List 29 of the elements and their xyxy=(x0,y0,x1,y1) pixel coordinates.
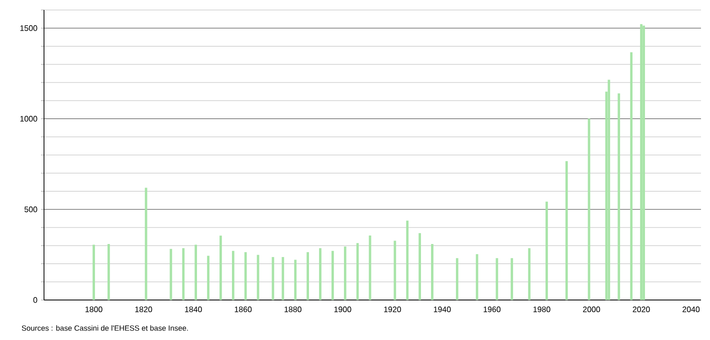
bar xyxy=(431,244,434,300)
bar xyxy=(630,52,633,300)
bar xyxy=(456,258,458,300)
bar xyxy=(220,236,222,300)
bar xyxy=(244,252,247,300)
bar xyxy=(344,246,346,300)
bar xyxy=(92,244,95,300)
bar xyxy=(108,244,110,300)
bar xyxy=(394,240,396,300)
bar xyxy=(528,248,530,300)
bar xyxy=(319,248,322,300)
bar xyxy=(618,93,620,300)
bar xyxy=(640,24,642,300)
bar xyxy=(194,244,197,300)
bar xyxy=(170,248,172,300)
bar xyxy=(356,243,359,300)
bar xyxy=(546,202,548,300)
bar xyxy=(182,248,185,300)
bar xyxy=(207,256,210,300)
bar xyxy=(332,250,334,300)
bar xyxy=(418,233,421,300)
bar xyxy=(306,252,309,300)
bar xyxy=(642,26,645,300)
bar xyxy=(510,258,514,300)
bar xyxy=(294,260,297,300)
bar xyxy=(565,161,568,300)
bar xyxy=(232,250,234,300)
bar xyxy=(406,220,409,300)
bar xyxy=(282,257,284,300)
